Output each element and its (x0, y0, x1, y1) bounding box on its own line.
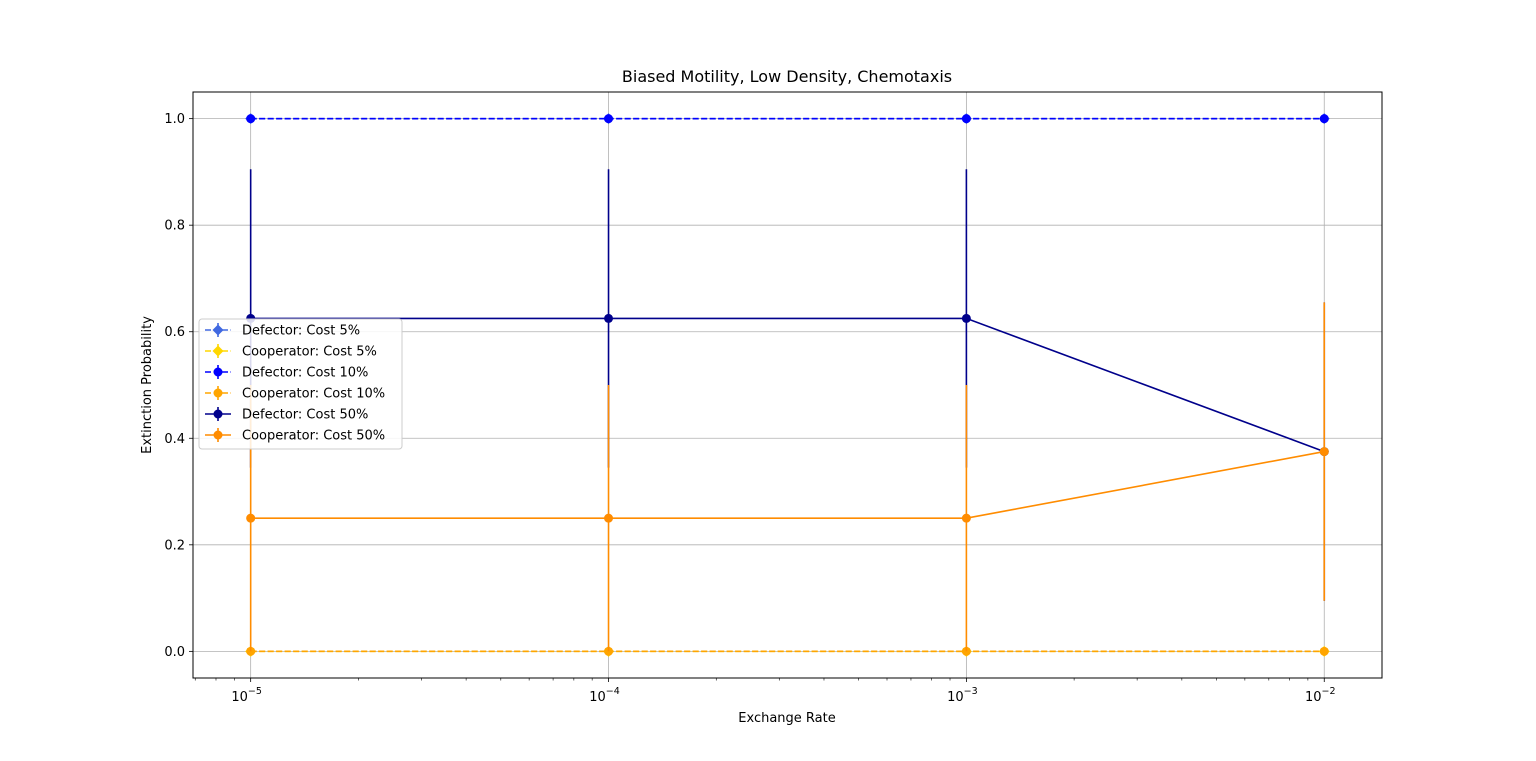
y-axis-label: Extinction Probability (140, 316, 155, 454)
data-point (246, 114, 256, 124)
data-point (604, 114, 614, 124)
data-point (1319, 114, 1329, 124)
legend-label: Defector: Cost 50% (242, 408, 368, 423)
y-tick-label: 0.2 (164, 538, 185, 553)
y-tick-label: 0.8 (164, 219, 185, 234)
data-point (246, 513, 256, 523)
data-point (1319, 447, 1329, 457)
data-point (604, 313, 614, 323)
legend-marker (213, 388, 223, 398)
x-axis: 10−5 10−4 10−3 10−2 (231, 678, 1336, 705)
legend-box (198, 318, 403, 450)
legend-label: Defector: Cost 5% (242, 324, 360, 339)
legend-marker (213, 367, 223, 377)
x-minor-ticks (194, 678, 1309, 681)
x-tick-label: 10−3 (947, 686, 978, 705)
legend-marker (212, 324, 224, 336)
x-tick-label-exponent: −5 (248, 686, 262, 697)
y-axis: 0.0 0.2 0.4 0.6 0.8 1.0 (164, 112, 193, 660)
x-axis-label: Exchange Rate (738, 711, 835, 726)
x-tick-label-base: 10 (947, 690, 964, 705)
y-tick-label: 0.6 (164, 325, 185, 340)
series-layer (245, 113, 1330, 657)
x-tick-label: 10−4 (589, 686, 620, 705)
data-point (961, 513, 971, 523)
legend-label: Cooperator: Cost 5% (242, 345, 377, 360)
x-tick-label: 10−5 (231, 686, 262, 705)
data-point (604, 513, 614, 523)
legend-item: Cooperator: Cost 5% (205, 344, 377, 360)
x-tick-label: 10−2 (1305, 686, 1336, 705)
legend-marker (212, 345, 224, 357)
series-line (250, 317, 1325, 453)
legend-item: Cooperator: Cost 50% (205, 428, 385, 444)
series-6 (246, 302, 1329, 652)
series-3 (246, 114, 1329, 124)
legend-label: Cooperator: Cost 50% (242, 429, 385, 444)
legend: Defector: Cost 5% Cooperator: Cost 5% Defe… (198, 318, 403, 450)
y-tick-label: 0.4 (164, 432, 185, 447)
data-point (1319, 646, 1329, 656)
legend-item: Defector: Cost 10% (205, 365, 368, 381)
legend-marker (213, 430, 223, 440)
y-tick-label: 1.0 (164, 112, 185, 127)
x-tick-label-base: 10 (231, 690, 248, 705)
data-point (961, 313, 971, 323)
x-tick-label-base: 10 (1305, 690, 1322, 705)
legend-item: Defector: Cost 50% (205, 407, 368, 423)
data-point (961, 114, 971, 124)
legend-item: Cooperator: Cost 10% (205, 386, 385, 402)
y-tick-label: 0.0 (164, 645, 185, 660)
legend-marker (213, 409, 223, 419)
legend-label: Defector: Cost 10% (242, 366, 368, 381)
legend-item: Defector: Cost 5% (205, 323, 360, 339)
chart-title: Biased Motility, Low Density, Chemotaxis (622, 67, 952, 86)
x-tick-label-exponent: −4 (606, 686, 620, 697)
series-line (250, 450, 1325, 519)
plot-frame (192, 91, 1383, 679)
series-4 (246, 646, 1329, 656)
x-tick-label-base: 10 (589, 690, 606, 705)
legend-label: Cooperator: Cost 10% (242, 387, 385, 402)
x-tick-label-exponent: −2 (1322, 686, 1336, 697)
x-tick-label-exponent: −3 (964, 686, 978, 697)
